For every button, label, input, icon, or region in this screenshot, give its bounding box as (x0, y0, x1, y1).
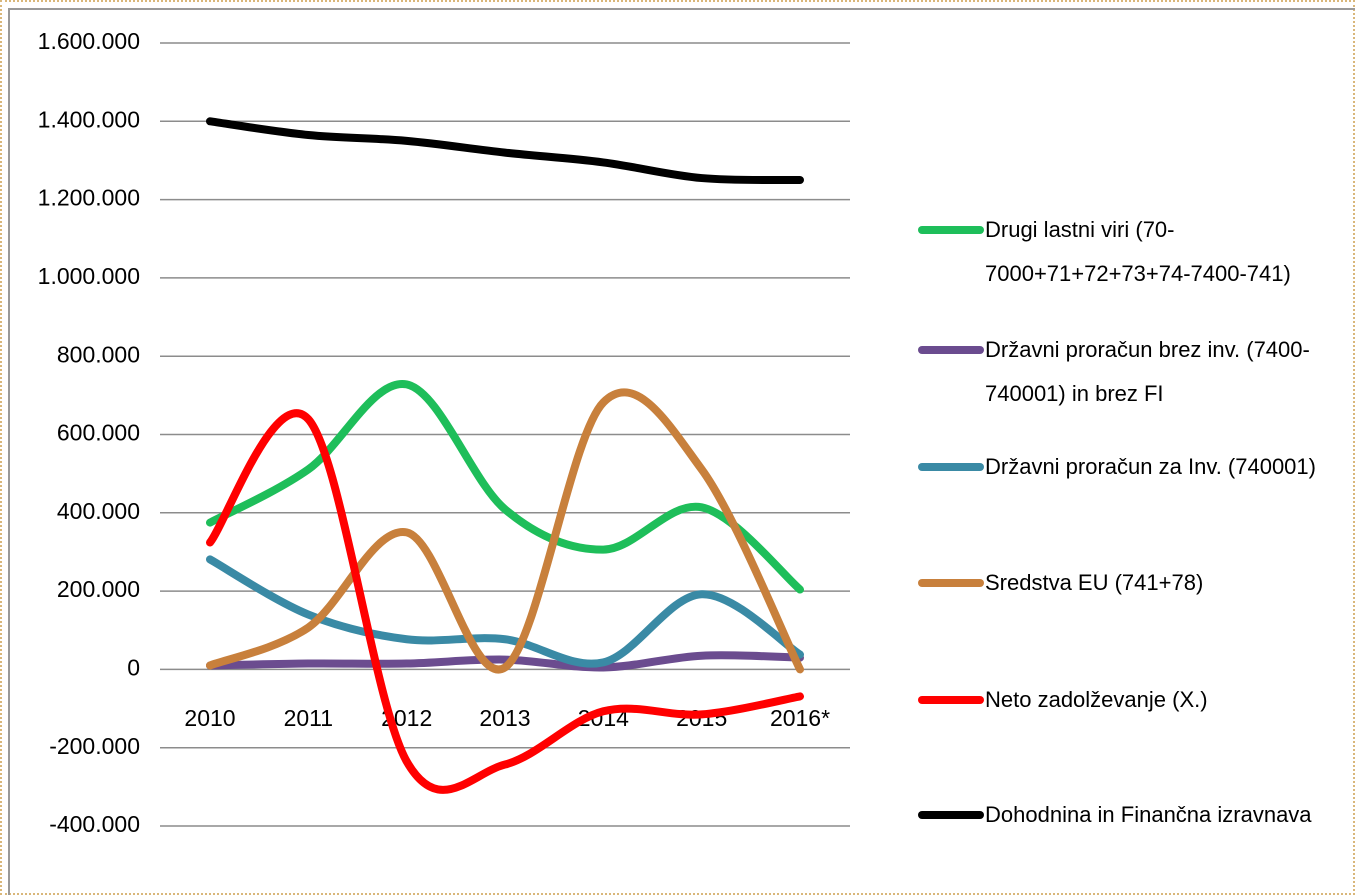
y-tick-label: 1.600.000 (38, 28, 140, 54)
y-tick-label: 600.000 (57, 420, 140, 446)
y-tick-label: 0 (127, 654, 140, 680)
y-tick-label: -400.000 (49, 811, 140, 837)
x-tick-label: 2011 (284, 705, 333, 731)
y-tick-label: 1.000.000 (38, 263, 140, 289)
legend-label: Drugi lastni viri (70-7000+71+72+73+74-7… (985, 217, 1291, 286)
series-line (206, 380, 804, 594)
y-tick-label: 400.000 (57, 498, 140, 524)
series-line (206, 117, 804, 185)
x-tick-label: 2010 (184, 705, 235, 731)
x-tick-label: 2016* (770, 705, 830, 731)
y-tick-label: 800.000 (57, 341, 140, 367)
legend-label: Sredstva EU (741+78) (985, 570, 1204, 595)
legend-label: Državni proračun za Inv. (740001) (985, 454, 1316, 479)
y-tick-label: 200.000 (57, 576, 140, 602)
y-tick-label: 1.200.000 (38, 185, 140, 211)
series-line (206, 651, 804, 672)
legend-label: Dohodnina in Finančna izravnava (985, 802, 1312, 827)
series-line (206, 388, 804, 674)
chart-area-border (8, 8, 1355, 895)
series-line (206, 555, 804, 668)
legend-label: Neto zadolževanje (X.) (985, 687, 1208, 712)
y-tick-label: 1.400.000 (38, 106, 140, 132)
legend-label: Državni proračun brez inv. (7400-740001)… (985, 337, 1310, 406)
series-line (206, 409, 804, 794)
x-tick-label: 2013 (479, 705, 530, 731)
y-tick-label: -200.000 (49, 733, 140, 759)
